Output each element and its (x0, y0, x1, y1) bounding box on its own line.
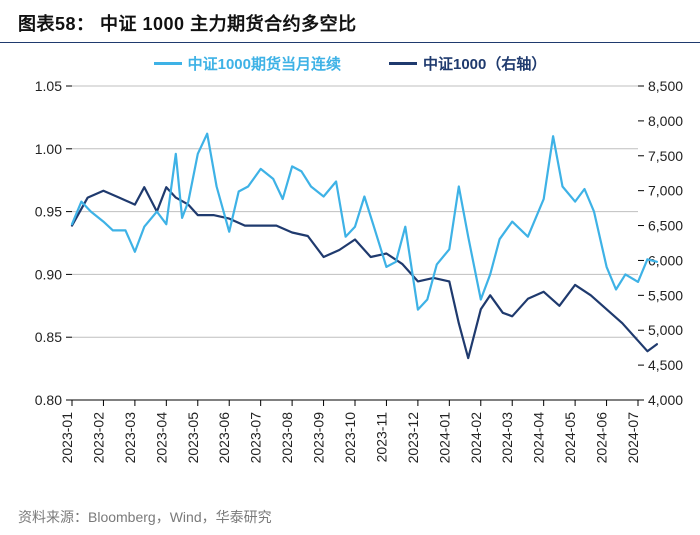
svg-text:2023-05: 2023-05 (185, 412, 201, 464)
svg-text:2023-09: 2023-09 (311, 412, 327, 464)
legend-label-series1: 中证1000期货当月连续 (188, 53, 341, 74)
svg-text:2023-04: 2023-04 (153, 412, 169, 464)
svg-text:2024-06: 2024-06 (594, 412, 610, 464)
svg-text:2024-05: 2024-05 (562, 412, 578, 464)
svg-text:2023-06: 2023-06 (216, 412, 232, 464)
svg-text:2023-12: 2023-12 (405, 412, 421, 464)
svg-text:1.00: 1.00 (35, 141, 62, 157)
svg-text:2023-11: 2023-11 (373, 412, 389, 463)
svg-text:2023-08: 2023-08 (279, 412, 295, 464)
svg-text:2024-07: 2024-07 (625, 412, 641, 464)
chart-area: 0.80 0.85 0.90 0.95 1.00 1.05 4,000 4,500 5,000 5… (0, 78, 700, 508)
svg-text:0.80: 0.80 (35, 392, 62, 408)
svg-text:8,500: 8,500 (648, 78, 683, 94)
chart-title: 图表58： 中证 1000 主力期货合约多空比 (18, 14, 357, 34)
svg-text:2023-07: 2023-07 (248, 412, 264, 464)
legend-item-series2: 中证1000（右轴） (389, 53, 546, 74)
svg-text:8,000: 8,000 (648, 113, 683, 129)
line-chart-svg: 0.80 0.85 0.90 0.95 1.00 1.05 4,000 4,500 5,000 5… (0, 78, 700, 508)
legend-label-series2: 中证1000（右轴） (423, 53, 546, 74)
svg-text:7,500: 7,500 (648, 148, 683, 164)
svg-text:6,500: 6,500 (648, 218, 683, 234)
source-text: 资料来源：Bloomberg，Wind，华泰研究 (18, 507, 272, 527)
svg-text:0.85: 0.85 (35, 329, 62, 345)
svg-text:0.95: 0.95 (35, 204, 62, 220)
legend-item-series1: 中证1000期货当月连续 (154, 53, 341, 74)
svg-text:4,500: 4,500 (648, 357, 683, 373)
svg-text:1.05: 1.05 (35, 78, 62, 94)
svg-text:2023-02: 2023-02 (90, 412, 106, 464)
legend: 中证1000期货当月连续 中证1000（右轴） (0, 43, 700, 78)
svg-text:0.90: 0.90 (35, 266, 62, 282)
svg-text:2024-02: 2024-02 (468, 412, 484, 464)
svg-text:5,000: 5,000 (648, 322, 683, 338)
svg-text:7,000: 7,000 (648, 183, 683, 199)
svg-text:2023-03: 2023-03 (122, 412, 138, 464)
svg-text:2023-01: 2023-01 (59, 412, 75, 464)
svg-text:5,500: 5,500 (648, 287, 683, 303)
svg-text:2024-03: 2024-03 (499, 412, 515, 464)
svg-text:2024-01: 2024-01 (436, 412, 452, 464)
svg-text:2024-04: 2024-04 (531, 412, 547, 464)
svg-text:4,000: 4,000 (648, 392, 683, 408)
legend-swatch-series2 (389, 62, 417, 65)
svg-text:2023-10: 2023-10 (342, 412, 358, 464)
legend-swatch-series1 (154, 62, 182, 65)
chart-title-bar: 图表58： 中证 1000 主力期货合约多空比 (0, 0, 700, 43)
